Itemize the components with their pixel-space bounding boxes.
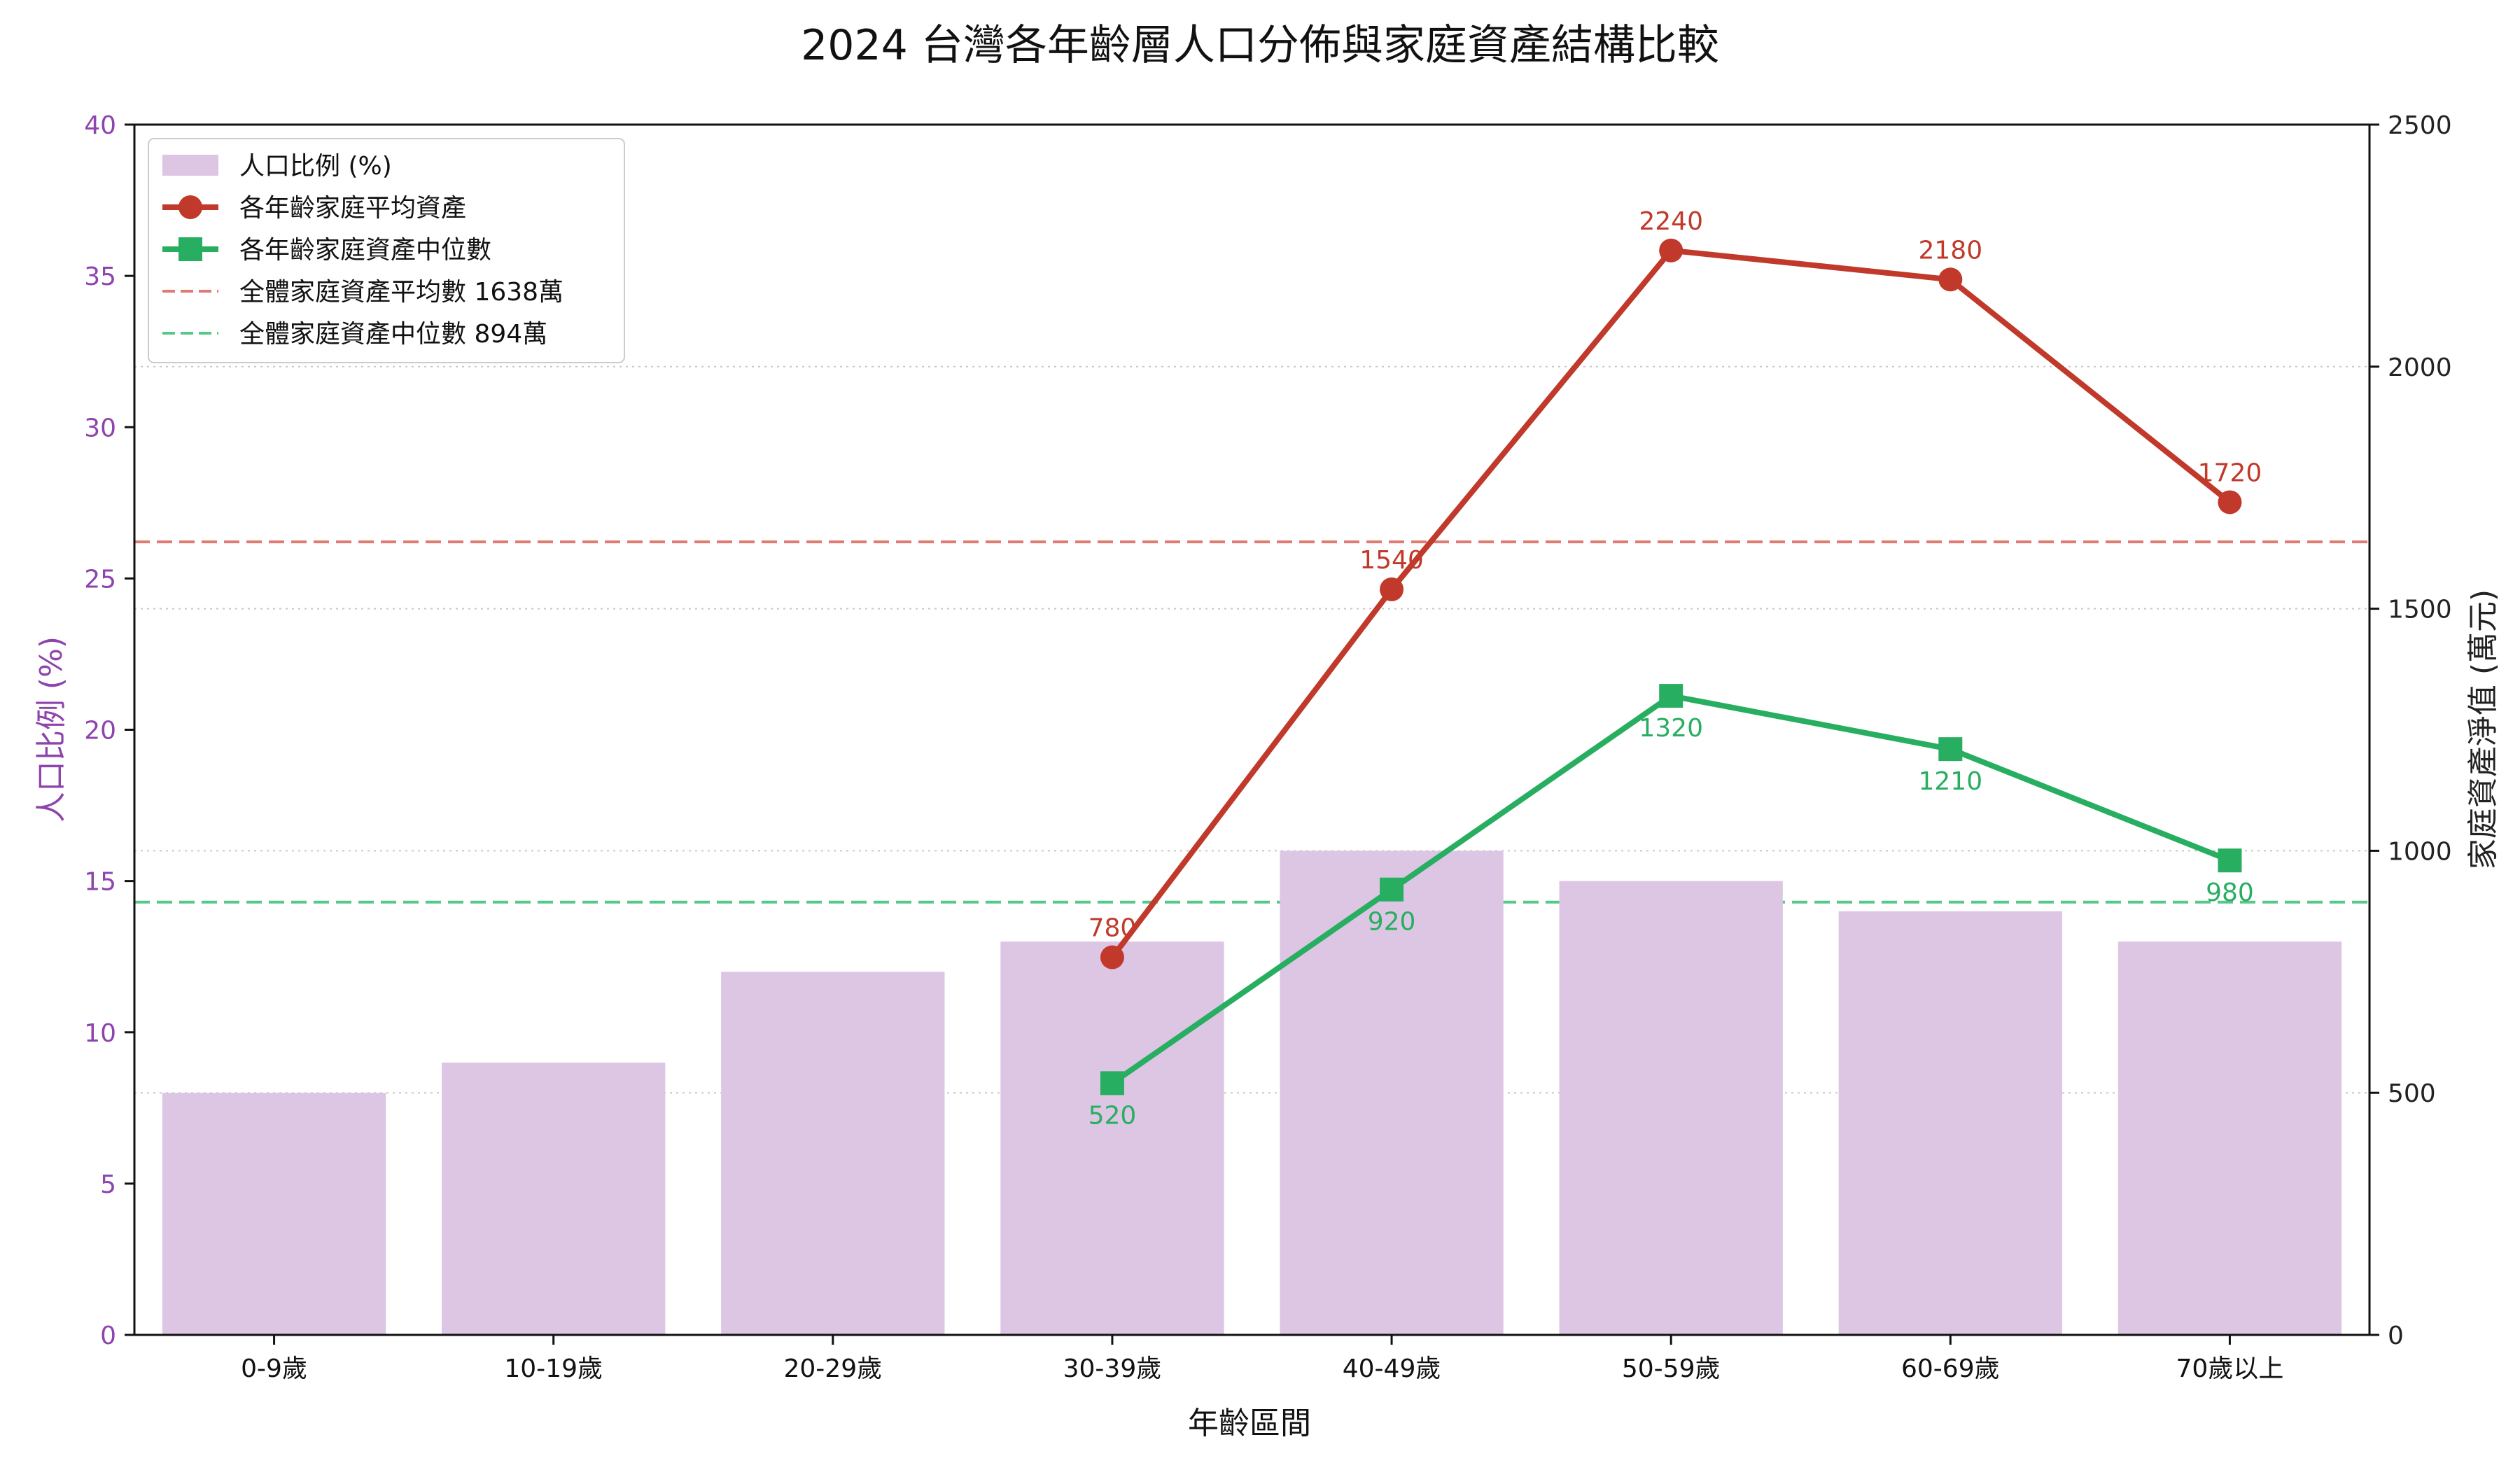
point-marker — [1659, 684, 1684, 708]
point-marker — [1938, 737, 1963, 762]
reference-lines — [134, 540, 2370, 904]
legend-label: 各年齡家庭資產中位數 — [239, 236, 491, 265]
data-label: 1320 — [1639, 714, 1703, 743]
data-label: 2180 — [1919, 236, 1983, 265]
tick-label-left: 0 — [100, 1322, 116, 1350]
tick-label-left: 5 — [100, 1170, 116, 1199]
tick-label-x: 30-39歲 — [1063, 1354, 1162, 1383]
tick-label-x: 70歲以上 — [2176, 1354, 2284, 1383]
data-label: 2240 — [1639, 207, 1703, 236]
data-label: 1720 — [2198, 458, 2262, 487]
data-label: 520 — [1088, 1101, 1137, 1130]
tick-label-right: 2000 — [2388, 354, 2452, 382]
bar-0-9歲 — [162, 1093, 386, 1335]
point-marker — [1380, 577, 1404, 601]
point-marker — [1380, 877, 1404, 902]
legend-box — [148, 138, 625, 363]
legend-swatch — [162, 155, 218, 176]
point-marker — [1100, 945, 1124, 969]
bar-series — [162, 850, 2342, 1335]
tick-label-left: 40 — [84, 111, 116, 140]
data-label: 920 — [1368, 908, 1416, 937]
tick-label-right: 0 — [2388, 1322, 2404, 1350]
tick-label-x: 40-49歲 — [1343, 1354, 1441, 1383]
tick-label-right: 500 — [2388, 1079, 2436, 1108]
bar-70歲以上 — [2118, 941, 2342, 1335]
tick-label-left: 25 — [84, 565, 116, 594]
chart-title: 2024 台灣各年齡層人口分佈與家庭資產結構比較 — [801, 21, 1719, 70]
axes: 0 5 10 15 20 25 30 35 40 0 500 1000 1500 2000 2500 0-9歲… — [84, 111, 2451, 1383]
legend-label: 全體家庭資產平均數 1638萬 — [239, 278, 564, 307]
data-label: 1540 — [1359, 546, 1424, 575]
legend-label: 各年齡家庭平均資產 — [239, 194, 466, 223]
tick-label-right: 1000 — [2388, 837, 2452, 866]
tick-label-left: 10 — [84, 1019, 116, 1048]
point-marker — [1659, 238, 1684, 262]
bar-60-69歲 — [1838, 911, 2062, 1335]
point-marker — [1100, 1071, 1124, 1096]
tick-label-left: 35 — [84, 262, 116, 291]
tick-label-left: 30 — [84, 414, 116, 442]
point-marker — [2218, 848, 2242, 873]
point-marker — [1938, 267, 1963, 292]
line-series: 780 1540 2240 2180 1720 520 920 1320 1210 980 — [1088, 207, 2262, 1130]
y-axis-label-left: 人口比例 (%) — [34, 636, 69, 822]
point-marker — [2218, 490, 2242, 514]
bar-30-39歲 — [1000, 941, 1224, 1335]
tick-label-x: 0-9歲 — [241, 1354, 307, 1383]
tick-label-x: 10-19歲 — [504, 1354, 603, 1383]
tick-label-left: 15 — [84, 868, 116, 897]
legend-label: 人口比例 (%) — [239, 152, 392, 181]
legend-label: 全體家庭資產中位數 894萬 — [239, 320, 547, 349]
y-axis-label-right: 家庭資產淨值 (萬元) — [2465, 589, 2501, 869]
data-label: 1210 — [1919, 767, 1983, 796]
data-label: 980 — [2206, 878, 2254, 907]
tick-label-right: 2500 — [2388, 111, 2452, 140]
tick-label-x: 50-59歲 — [1622, 1354, 1721, 1383]
legend-marker — [178, 195, 202, 219]
bar-20-29歲 — [721, 972, 945, 1335]
tick-label-x: 20-29歲 — [784, 1354, 883, 1383]
bar-50-59歲 — [1559, 881, 1783, 1335]
tick-label-right: 1500 — [2388, 596, 2452, 624]
bar-10-19歲 — [442, 1062, 666, 1335]
tick-label-x: 60-69歲 — [1901, 1354, 2000, 1383]
legend-marker — [178, 237, 202, 261]
x-axis-label: 年齡區間 — [1188, 1406, 1311, 1441]
tick-label-left: 20 — [84, 717, 116, 746]
data-label: 780 — [1088, 914, 1137, 943]
bar-40-49歲 — [1280, 850, 1504, 1335]
